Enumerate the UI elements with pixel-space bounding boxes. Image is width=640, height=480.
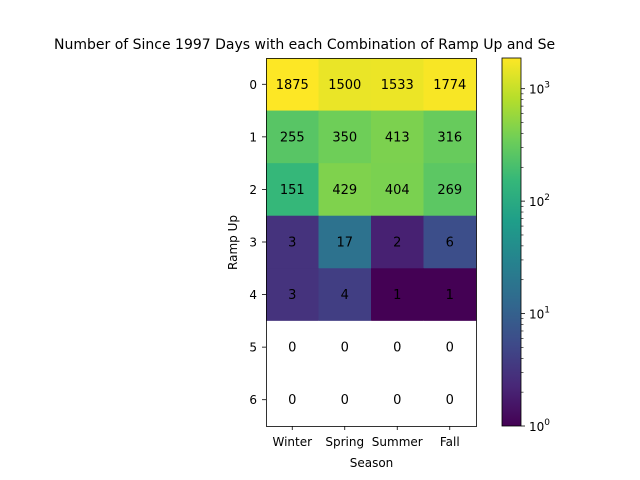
cell-value-label: 1774 (433, 78, 466, 93)
cell-value-label: 429 (332, 183, 357, 198)
heatmap-cell (423, 215, 477, 269)
cell-value-label: 269 (437, 183, 462, 198)
cell-value-label: 255 (280, 130, 305, 145)
cell-value-label: 0 (446, 341, 454, 356)
y-tick-label: 6 (249, 393, 257, 407)
x-tick-label: Summer (372, 435, 423, 449)
cell-value-label: 1 (393, 288, 401, 303)
colorbar-ticks: 100 101 102 103 (521, 81, 550, 434)
y-tick-label: 0 (249, 78, 257, 92)
heatmap-cell (371, 373, 424, 427)
y-axis-label: Ramp Up (226, 215, 240, 270)
cell-value-label: 17 (336, 235, 353, 250)
cell-value-label: 1533 (381, 78, 414, 93)
heatmap-cell (423, 373, 477, 427)
heatmap-cell (423, 320, 477, 374)
x-tick-label: Winter (272, 435, 312, 449)
cell-value-label: 0 (288, 341, 296, 356)
y-tick-label: 2 (249, 183, 257, 197)
y-tick-label: 4 (249, 288, 257, 302)
cell-value-label: 413 (385, 130, 410, 145)
heatmap-cell (318, 110, 372, 164)
heatmap-cell (266, 58, 319, 111)
x-tick-label: Spring (325, 435, 364, 449)
y-tick-label: 5 (249, 341, 257, 355)
colorbar-tick-label: 102 (529, 193, 550, 209)
x-axis-label: Season (350, 456, 394, 470)
cell-value-label: 151 (280, 183, 305, 198)
y-axis: 0 1 2 3 4 5 6 (249, 78, 266, 407)
heatmap-cell (318, 268, 372, 322)
heatmap-cell (371, 320, 424, 374)
heatmap-cell (266, 373, 319, 427)
y-tick-label: 3 (249, 235, 257, 249)
heatmap-cell (318, 163, 372, 217)
cell-value-label: 2 (393, 235, 401, 250)
heatmap-cell (371, 58, 424, 111)
cell-value-label: 0 (341, 341, 349, 356)
colorbar-tick-label: 103 (529, 81, 550, 97)
heatmap-cell (266, 110, 319, 164)
cell-value-label: 1500 (328, 78, 361, 93)
heatmap-cell (318, 320, 372, 374)
cell-value-label: 0 (341, 393, 349, 408)
cell-value-label: 4 (341, 288, 349, 303)
y-tick-label: 1 (249, 130, 257, 144)
heatmap-cell (266, 215, 319, 269)
cell-value-label: 1 (446, 288, 454, 303)
colorbar-tick-label: 100 (529, 418, 550, 434)
heatmap-cell (371, 110, 424, 164)
cell-value-label: 404 (385, 183, 410, 198)
heatmap-cell (371, 163, 424, 217)
heatmap-cell (423, 268, 477, 322)
cell-value-label: 6 (446, 235, 454, 250)
heatmap-cell (371, 268, 424, 322)
chart-title: Number of Since 1997 Days with each Comb… (54, 37, 555, 53)
colorbar (501, 57, 522, 427)
heatmap-cell (423, 58, 477, 111)
x-axis: Winter Spring Summer Fall (272, 426, 460, 449)
heatmap-cell (318, 58, 372, 111)
cell-value-label: 0 (288, 393, 296, 408)
heatmap-cell (266, 268, 319, 322)
colorbar-tick-label: 101 (529, 306, 550, 322)
heatmap-cell (423, 110, 477, 164)
heatmap-cell (318, 373, 372, 427)
x-tick-label: Fall (440, 435, 460, 449)
cell-value-label: 3 (288, 235, 296, 250)
heatmap-cell (266, 163, 319, 217)
plot-frame (266, 58, 477, 427)
heatmap-cell (423, 163, 477, 217)
cell-value-label: 316 (437, 130, 462, 145)
cell-value-label: 0 (393, 393, 401, 408)
cell-value-label: 0 (393, 341, 401, 356)
cell-value-label: 350 (332, 130, 357, 145)
cell-value-label: 1875 (276, 78, 309, 93)
cell-value-label: 3 (288, 288, 296, 303)
heatmap-cells (266, 58, 477, 427)
heatmap-cell (318, 215, 372, 269)
heatmap-cell (266, 320, 319, 374)
heatmap-cell (371, 215, 424, 269)
cell-value-label: 0 (446, 393, 454, 408)
